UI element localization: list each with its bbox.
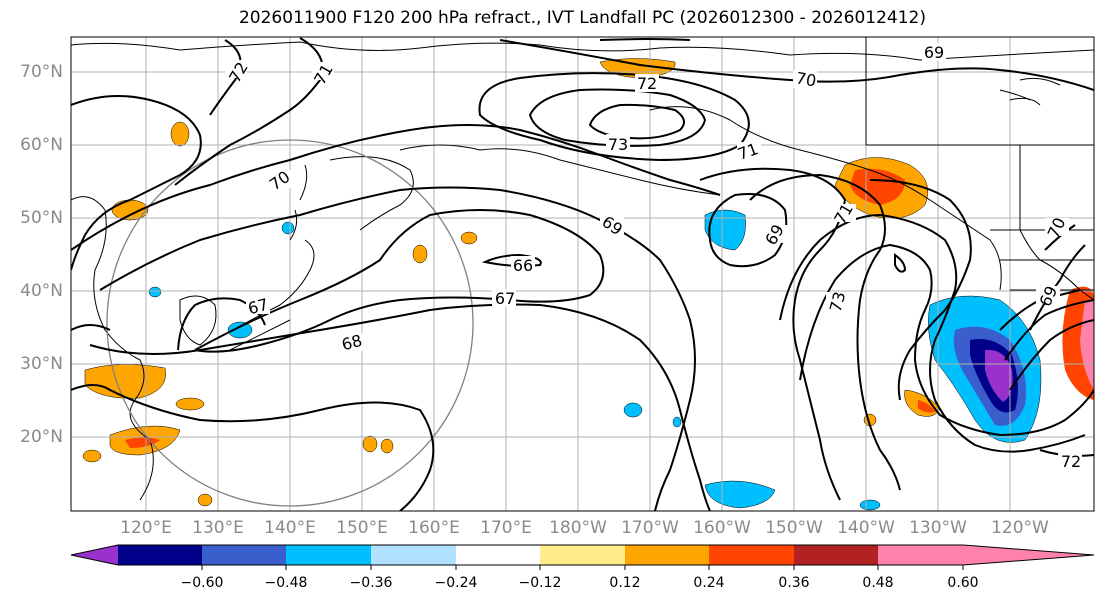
colorbar-extend-low (71, 545, 118, 565)
colorbar-tick-label: 0.24 (693, 575, 725, 591)
colorbar-segment (709, 545, 794, 565)
colorbar-segment (202, 545, 286, 565)
colorbar-segment (118, 545, 202, 565)
colorbar-segment (456, 545, 540, 565)
colorbar-tick-label: −0.60 (180, 575, 224, 591)
map-frame (70, 36, 1095, 512)
lat-label: 70°N (20, 62, 63, 82)
refractivity-contours (71, 37, 1094, 511)
lat-label: 50°N (20, 208, 63, 228)
colorbar-tick-label: 0.48 (862, 575, 894, 591)
contour-label: 70 (794, 68, 817, 90)
colorbar-tick-label: −0.36 (349, 575, 393, 591)
colorbar-tick-label: −0.12 (518, 575, 562, 591)
contour-label: 67 (246, 295, 271, 319)
colorbar-segment (286, 545, 371, 565)
lon-label: 170°W (621, 518, 679, 538)
shaded-anomalies (82, 58, 1094, 511)
contour-label-group: 72 71 70 69 72 73 71 70 69 69 71 66 67 6… (225, 43, 1082, 471)
lon-label: 140°W (837, 518, 895, 538)
contour-label: 72 (637, 74, 657, 93)
lon-label: 120°E (120, 518, 172, 538)
lon-label: 140°E (264, 518, 316, 538)
map-title: 2026011900 F120 200 hPa refract., IVT La… (238, 8, 926, 28)
lon-label: 150°W (765, 518, 823, 538)
contour-label: 66 (513, 256, 533, 275)
range-circle (106, 139, 474, 507)
lat-label: 60°N (20, 135, 63, 155)
colorbar-segment (371, 545, 456, 565)
colorbar-segment (878, 545, 963, 565)
contour-label: 73 (608, 135, 628, 154)
lon-label: 150°E (336, 518, 388, 538)
colorbar-tick-label: 0.36 (778, 575, 810, 591)
lon-label: 160°E (408, 518, 460, 538)
colorbar-tick-label: −0.48 (264, 575, 308, 591)
coastlines (71, 37, 1094, 501)
lon-label: 160°W (693, 518, 751, 538)
lon-label: 180°W (549, 518, 607, 538)
contour-label: 72 (1061, 452, 1081, 471)
colorbar-segment (794, 545, 878, 565)
lat-label: 30°N (20, 354, 63, 374)
lat-label: 40°N (20, 281, 63, 301)
colorbar (70, 544, 1095, 570)
contour-label: 73 (826, 290, 850, 315)
graticule (71, 37, 1094, 511)
colorbar-tick-label: −0.24 (434, 575, 478, 591)
lon-label: 170°E (480, 518, 532, 538)
contour-label: 68 (340, 331, 365, 355)
lat-label: 20°N (20, 427, 63, 447)
lon-label: 130°E (192, 518, 244, 538)
lon-label: 130°W (909, 518, 967, 538)
lon-label: 120°W (991, 518, 1049, 538)
colorbar-segment (540, 545, 625, 565)
colorbar-segment (625, 545, 709, 565)
contour-label: 67 (495, 289, 515, 308)
colorbar-extend-high (963, 545, 1094, 565)
colorbar-tick-label: 0.12 (609, 575, 641, 591)
colorbar-tick-label: 0.60 (947, 575, 979, 591)
contour-label: 69 (924, 43, 944, 62)
